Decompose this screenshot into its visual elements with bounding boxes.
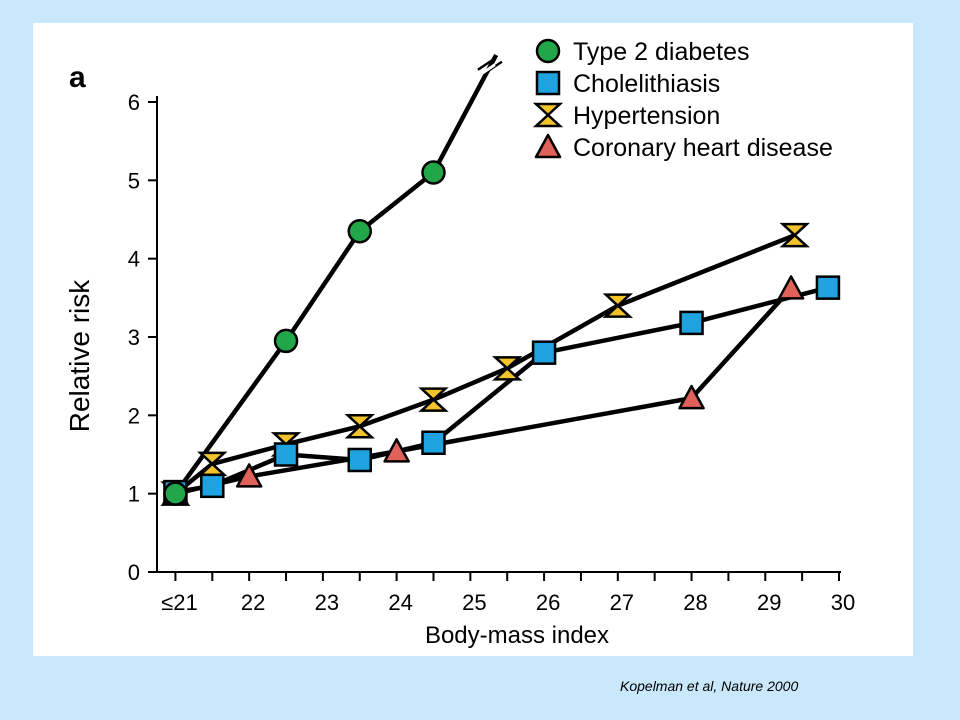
legend-marker-type-2-diabetes <box>535 38 561 64</box>
x-tick-label: 26 <box>536 590 560 615</box>
cholelithiasis-point-shape <box>421 430 446 455</box>
coronary-heart-disease-point-shape <box>678 384 705 410</box>
series-lines <box>173 53 829 496</box>
x-tick-label: 30 <box>831 590 855 615</box>
legend-marker-type-2-diabetes-shape <box>535 38 561 64</box>
legend: Type 2 diabetes Cholelithiasis Hypertensio… <box>532 38 833 162</box>
coronary-heart-disease-point-shape <box>383 438 410 463</box>
panel-label: a <box>69 61 86 94</box>
y-tick-label: 4 <box>128 247 140 272</box>
y-tick-label: 2 <box>128 403 140 428</box>
cholelithiasis-point <box>421 430 446 455</box>
type-2-diabetes-point <box>347 219 373 244</box>
x-tick-label: 22 <box>241 590 265 615</box>
legend-marker-cholelithiasis-shape <box>535 70 561 96</box>
hypertension-point-shape <box>492 356 523 381</box>
coronary-heart-disease-point <box>678 384 705 410</box>
hypertension-point <box>602 293 634 318</box>
legend-marker-coronary-heart-disease <box>534 133 562 159</box>
legend-label-type-2-diabetes: Type 2 diabetes <box>573 38 750 66</box>
coronary-heart-disease-point-shape <box>235 463 263 488</box>
hypertension-point <box>344 414 375 439</box>
x-axis-title: Body-mass index <box>425 622 609 649</box>
break-gap <box>482 63 496 74</box>
hypertension-point-shape <box>344 414 375 439</box>
cholelithiasis-point-shape <box>531 340 557 365</box>
coronary-heart-disease-point-shape <box>777 275 805 300</box>
chart-panel: 0 1 2 3 4 5 6 ≤21 22 23 24 25 26 27 28 29 30 Body-mass in… <box>33 23 913 656</box>
cholelithiasis-point <box>531 340 557 365</box>
legend-label-coronary-heart-disease: Coronary heart disease <box>573 134 833 162</box>
x-tick-label: ≤21 <box>161 590 198 615</box>
x-tick-label: 27 <box>610 590 634 615</box>
y-tick-label: 0 <box>128 560 140 585</box>
hypertension-point <box>492 356 523 381</box>
hypertension-point-shape <box>418 387 449 412</box>
hypertension-point <box>779 222 810 248</box>
legend-label-hypertension: Hypertension <box>573 102 720 130</box>
legend-marker-hypertension-shape <box>532 102 564 128</box>
legend-marker-hypertension <box>532 102 564 128</box>
type-2-diabetes-point-shape <box>347 219 373 244</box>
x-tick-label: 28 <box>683 590 707 615</box>
cholelithiasis-point-shape <box>347 447 373 473</box>
cholelithiasis-point <box>679 310 704 336</box>
type-2-diabetes-line <box>173 53 499 495</box>
cholelithiasis-point <box>815 275 841 300</box>
legend-label-cholelithiasis: Cholelithiasis <box>573 70 720 98</box>
cholelithiasis-point-shape <box>679 310 704 336</box>
legend-marker-cholelithiasis <box>535 70 561 96</box>
y-axis-title: Relative risk <box>64 279 95 432</box>
type-2-diabetes-point <box>273 328 299 354</box>
hypertension-point-shape <box>602 293 634 318</box>
legend-marker-coronary-heart-disease-shape <box>534 133 562 159</box>
y-tick-label: 6 <box>128 90 140 115</box>
x-tick-label: 24 <box>388 590 412 615</box>
type-2-diabetes-point-shape <box>421 160 446 185</box>
x-tick-label: 23 <box>315 590 339 615</box>
type-2-diabetes-point <box>421 160 446 185</box>
x-tick-label: 25 <box>462 590 486 615</box>
cholelithiasis-point-shape <box>815 275 841 300</box>
cholelithiasis-point <box>273 442 299 467</box>
type-2-diabetes-point-shape <box>273 328 299 354</box>
series-markers <box>160 160 841 506</box>
y-tick-label: 5 <box>128 168 140 193</box>
y-tick-label: 3 <box>128 325 140 350</box>
cholelithiasis-point <box>347 447 373 473</box>
break-slash <box>477 56 497 71</box>
hypertension-line <box>174 233 796 496</box>
citation-caption: Kopelman et al, Nature 2000 <box>620 678 799 694</box>
cholelithiasis-point-shape <box>200 473 225 499</box>
type-2-diabetes-point <box>163 481 188 506</box>
cholelithiasis-line <box>175 285 829 495</box>
cholelithiasis-point-shape <box>273 442 299 467</box>
y-tick-label: 1 <box>128 482 140 507</box>
axis-break-mark <box>477 56 503 75</box>
type-2-diabetes-point-shape <box>163 481 188 506</box>
x-tick-label: 29 <box>757 590 781 615</box>
coronary-heart-disease-point <box>235 463 263 488</box>
coronary-heart-disease-point <box>777 275 805 300</box>
coronary-heart-disease-point <box>383 438 410 463</box>
hypertension-point <box>418 387 449 412</box>
hypertension-point-shape <box>779 222 810 248</box>
cholelithiasis-point <box>200 473 225 499</box>
